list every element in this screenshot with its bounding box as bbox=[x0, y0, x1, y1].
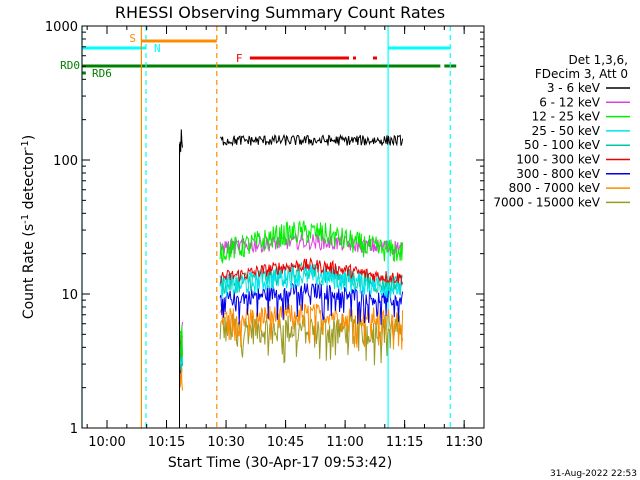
y-axis-label-end: ) bbox=[21, 135, 37, 140]
y-tick-label: 1 bbox=[70, 422, 78, 437]
series-6 bbox=[179, 283, 404, 428]
legend-label: 12 - 25 keV bbox=[532, 110, 601, 124]
x-tick-label: 11:15 bbox=[386, 435, 423, 450]
series-trace bbox=[219, 220, 404, 264]
series-8 bbox=[179, 312, 404, 428]
legend-label: 6 - 12 keV bbox=[539, 95, 601, 109]
chart-title: RHESSI Observing Summary Count Rates bbox=[115, 3, 445, 22]
legend-label: 300 - 800 keV bbox=[516, 167, 600, 181]
y-axis-label-main: Count Rate (s bbox=[21, 224, 37, 319]
series-trace bbox=[219, 283, 404, 325]
series-7 bbox=[179, 303, 404, 428]
flag-label: N bbox=[154, 42, 161, 55]
x-tick-label: 11:00 bbox=[326, 435, 363, 450]
y-tick-label: 100 bbox=[53, 154, 78, 169]
series-layer bbox=[179, 129, 404, 428]
legend-label: 3 - 6 keV bbox=[547, 81, 601, 95]
x-tick-label: 10:00 bbox=[88, 435, 125, 450]
flag-label: S bbox=[129, 32, 136, 45]
plot-frame bbox=[81, 25, 485, 429]
x-tick-label: 10:30 bbox=[207, 435, 244, 450]
series-trace bbox=[220, 133, 404, 147]
series-trace bbox=[219, 312, 404, 366]
series-0 bbox=[179, 129, 404, 428]
series-trace bbox=[219, 263, 404, 299]
y-tick-label: 1000 bbox=[45, 20, 78, 35]
legend-label: 800 - 7000 keV bbox=[509, 181, 601, 195]
legend-header-line2: FDecim 3, Att 0 bbox=[535, 67, 628, 81]
legend-label: 7000 - 15000 keV bbox=[493, 195, 600, 209]
y-axis-label-mid: detector bbox=[21, 150, 37, 214]
legend-header-line1: Det 1,3,6, bbox=[569, 53, 629, 67]
x-axis-label: Start Time (30-Apr-17 09:53:42) bbox=[168, 455, 392, 471]
y-axis-label-sup1: -1 bbox=[20, 214, 31, 224]
y-tick-label: 10 bbox=[61, 288, 78, 303]
x-tick-label: 10:15 bbox=[148, 435, 185, 450]
y-axis-label: Count Rate (s-1 detector-1) bbox=[20, 135, 37, 319]
series-burst bbox=[179, 129, 183, 428]
series-trace bbox=[219, 303, 404, 350]
legend-label: 100 - 300 keV bbox=[516, 153, 600, 167]
x-tick-label: 10:45 bbox=[267, 435, 304, 450]
x-axis: 10:00 10:15 10:30 10:45 11:00 11:15 11:30 bbox=[86, 26, 485, 450]
footer-timestamp: 31-Aug-2022 22:53 bbox=[550, 469, 637, 479]
attenuator-lines bbox=[81, 26, 451, 428]
legend-label: 50 - 100 keV bbox=[524, 138, 601, 152]
flag-label: F bbox=[236, 52, 243, 65]
legend-label: 25 - 50 keV bbox=[532, 124, 601, 138]
flag-label: RD6 bbox=[92, 67, 112, 80]
series-2 bbox=[179, 220, 404, 428]
x-tick-label: 11:30 bbox=[445, 435, 482, 450]
flag-label: RD0 bbox=[60, 59, 80, 72]
y-axis-label-sup2: -1 bbox=[20, 140, 31, 150]
flag-bars: N S F RD0 RD6 bbox=[60, 32, 457, 80]
y-axis: 1 10 100 1000 bbox=[45, 20, 484, 437]
series-trace bbox=[219, 257, 404, 286]
